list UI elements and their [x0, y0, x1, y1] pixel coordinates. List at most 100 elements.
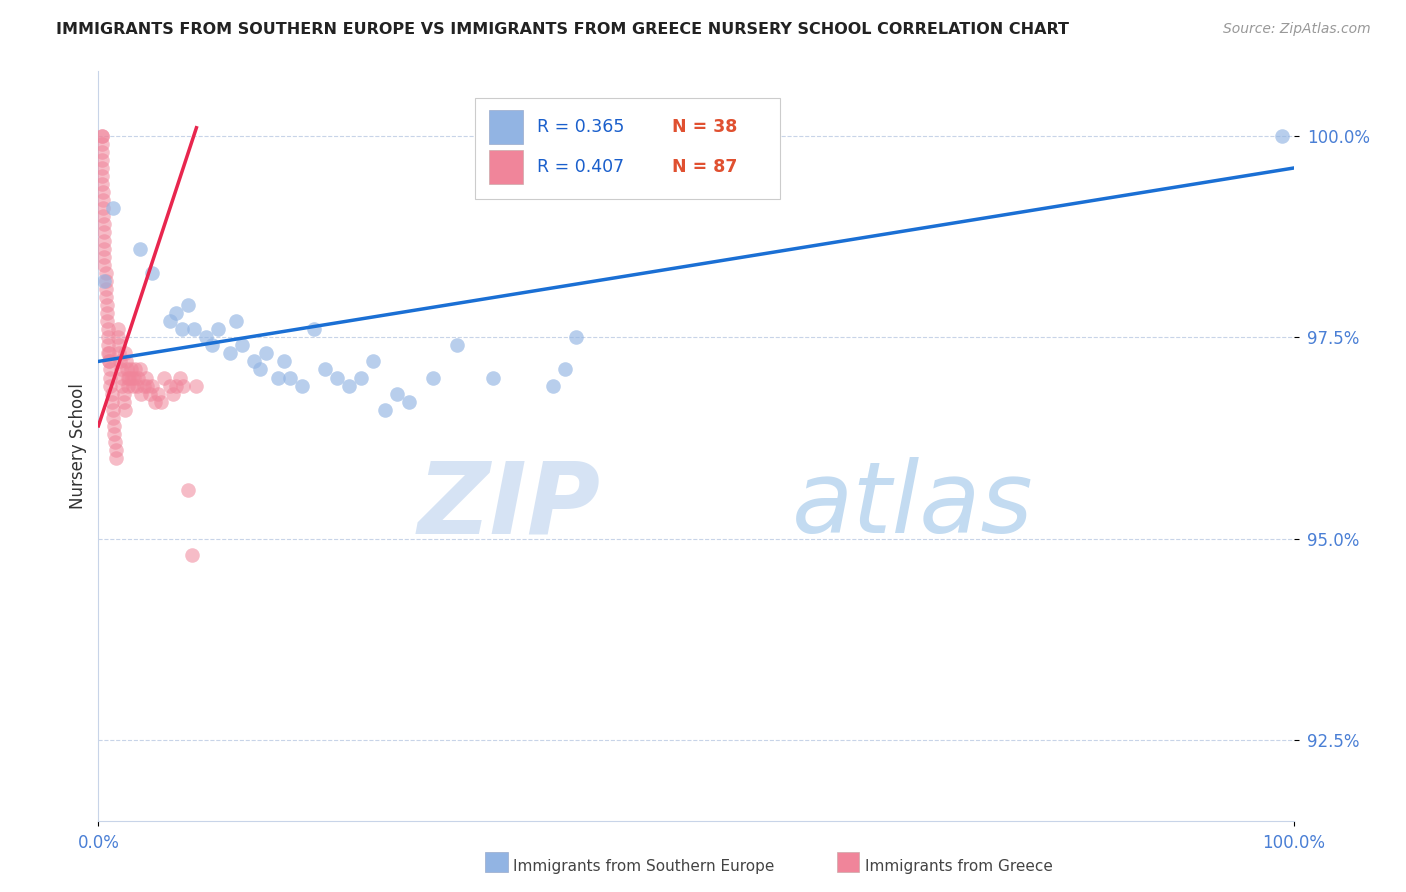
Text: R = 0.365: R = 0.365 [537, 118, 624, 136]
Point [93, 234, 115, 248]
Point [93, 274, 115, 288]
Point [91, 128, 114, 143]
Point [446, 338, 468, 352]
Point [481, 370, 505, 384]
Point [136, 378, 159, 392]
Point [124, 362, 146, 376]
Point [91, 202, 114, 216]
Point [91, 145, 114, 159]
Point [350, 370, 373, 384]
Point [169, 370, 191, 384]
Point [124, 370, 146, 384]
Point [139, 386, 162, 401]
Point [98, 362, 122, 376]
Point [1271, 128, 1294, 143]
Text: N = 38: N = 38 [672, 118, 737, 136]
Point [110, 362, 132, 376]
Point [135, 370, 157, 384]
Point [225, 314, 247, 328]
Point [93, 242, 115, 256]
Point [177, 483, 200, 498]
Point [120, 362, 142, 376]
Point [114, 346, 136, 360]
Point [201, 338, 224, 352]
Point [132, 378, 155, 392]
Point [385, 386, 409, 401]
Point [177, 298, 200, 312]
Point [107, 330, 129, 344]
Point [100, 386, 122, 401]
Point [98, 354, 121, 368]
Point [141, 378, 163, 392]
Point [267, 370, 290, 384]
Point [195, 330, 218, 344]
Point [243, 354, 266, 368]
Point [159, 314, 181, 328]
Point [131, 386, 153, 401]
FancyBboxPatch shape [475, 97, 780, 199]
Point [97, 330, 120, 344]
Point [118, 370, 141, 384]
Point [100, 394, 122, 409]
Point [91, 185, 114, 199]
Point [422, 370, 444, 384]
Point [302, 322, 325, 336]
Point [165, 306, 187, 320]
Point [339, 378, 361, 392]
Y-axis label: Nursery School: Nursery School [69, 383, 87, 509]
Point [112, 394, 135, 409]
Point [165, 378, 187, 392]
Point [107, 322, 129, 336]
Point [96, 298, 118, 312]
Text: ZIP: ZIP [418, 458, 600, 555]
Text: Source: ZipAtlas.com: Source: ZipAtlas.com [1223, 22, 1371, 37]
Point [91, 194, 114, 208]
Point [91, 161, 114, 175]
Point [117, 370, 139, 384]
Point [93, 218, 115, 232]
Point [91, 136, 114, 151]
Point [180, 548, 202, 562]
Point [398, 394, 420, 409]
Point [278, 370, 301, 384]
Point [326, 370, 349, 384]
Point [103, 426, 125, 441]
Point [153, 370, 176, 384]
Point [101, 202, 124, 216]
Point [231, 338, 253, 352]
Point [172, 378, 194, 392]
Point [101, 402, 124, 417]
Point [159, 378, 181, 392]
Point [94, 282, 117, 296]
Point [254, 346, 277, 360]
Point [148, 386, 170, 401]
Point [93, 226, 115, 240]
Point [112, 386, 135, 401]
Point [183, 322, 205, 336]
Point [97, 346, 120, 360]
Point [91, 169, 114, 183]
Point [374, 402, 396, 417]
Point [111, 370, 134, 384]
Point [98, 346, 121, 360]
Point [565, 330, 588, 344]
Point [117, 378, 139, 392]
Text: R = 0.407: R = 0.407 [537, 158, 624, 176]
Text: Immigrants from Greece: Immigrants from Greece [865, 859, 1053, 873]
Point [94, 266, 117, 280]
Text: atlas: atlas [792, 458, 1033, 555]
Point [143, 394, 166, 409]
Point [249, 362, 271, 376]
Point [96, 314, 118, 328]
Point [104, 434, 127, 449]
FancyBboxPatch shape [489, 111, 523, 144]
Point [107, 346, 129, 360]
Point [91, 128, 114, 143]
Point [98, 354, 121, 368]
Point [186, 378, 208, 392]
Point [105, 443, 128, 458]
Point [98, 378, 122, 392]
FancyBboxPatch shape [489, 150, 523, 184]
Point [101, 410, 124, 425]
Point [129, 242, 152, 256]
